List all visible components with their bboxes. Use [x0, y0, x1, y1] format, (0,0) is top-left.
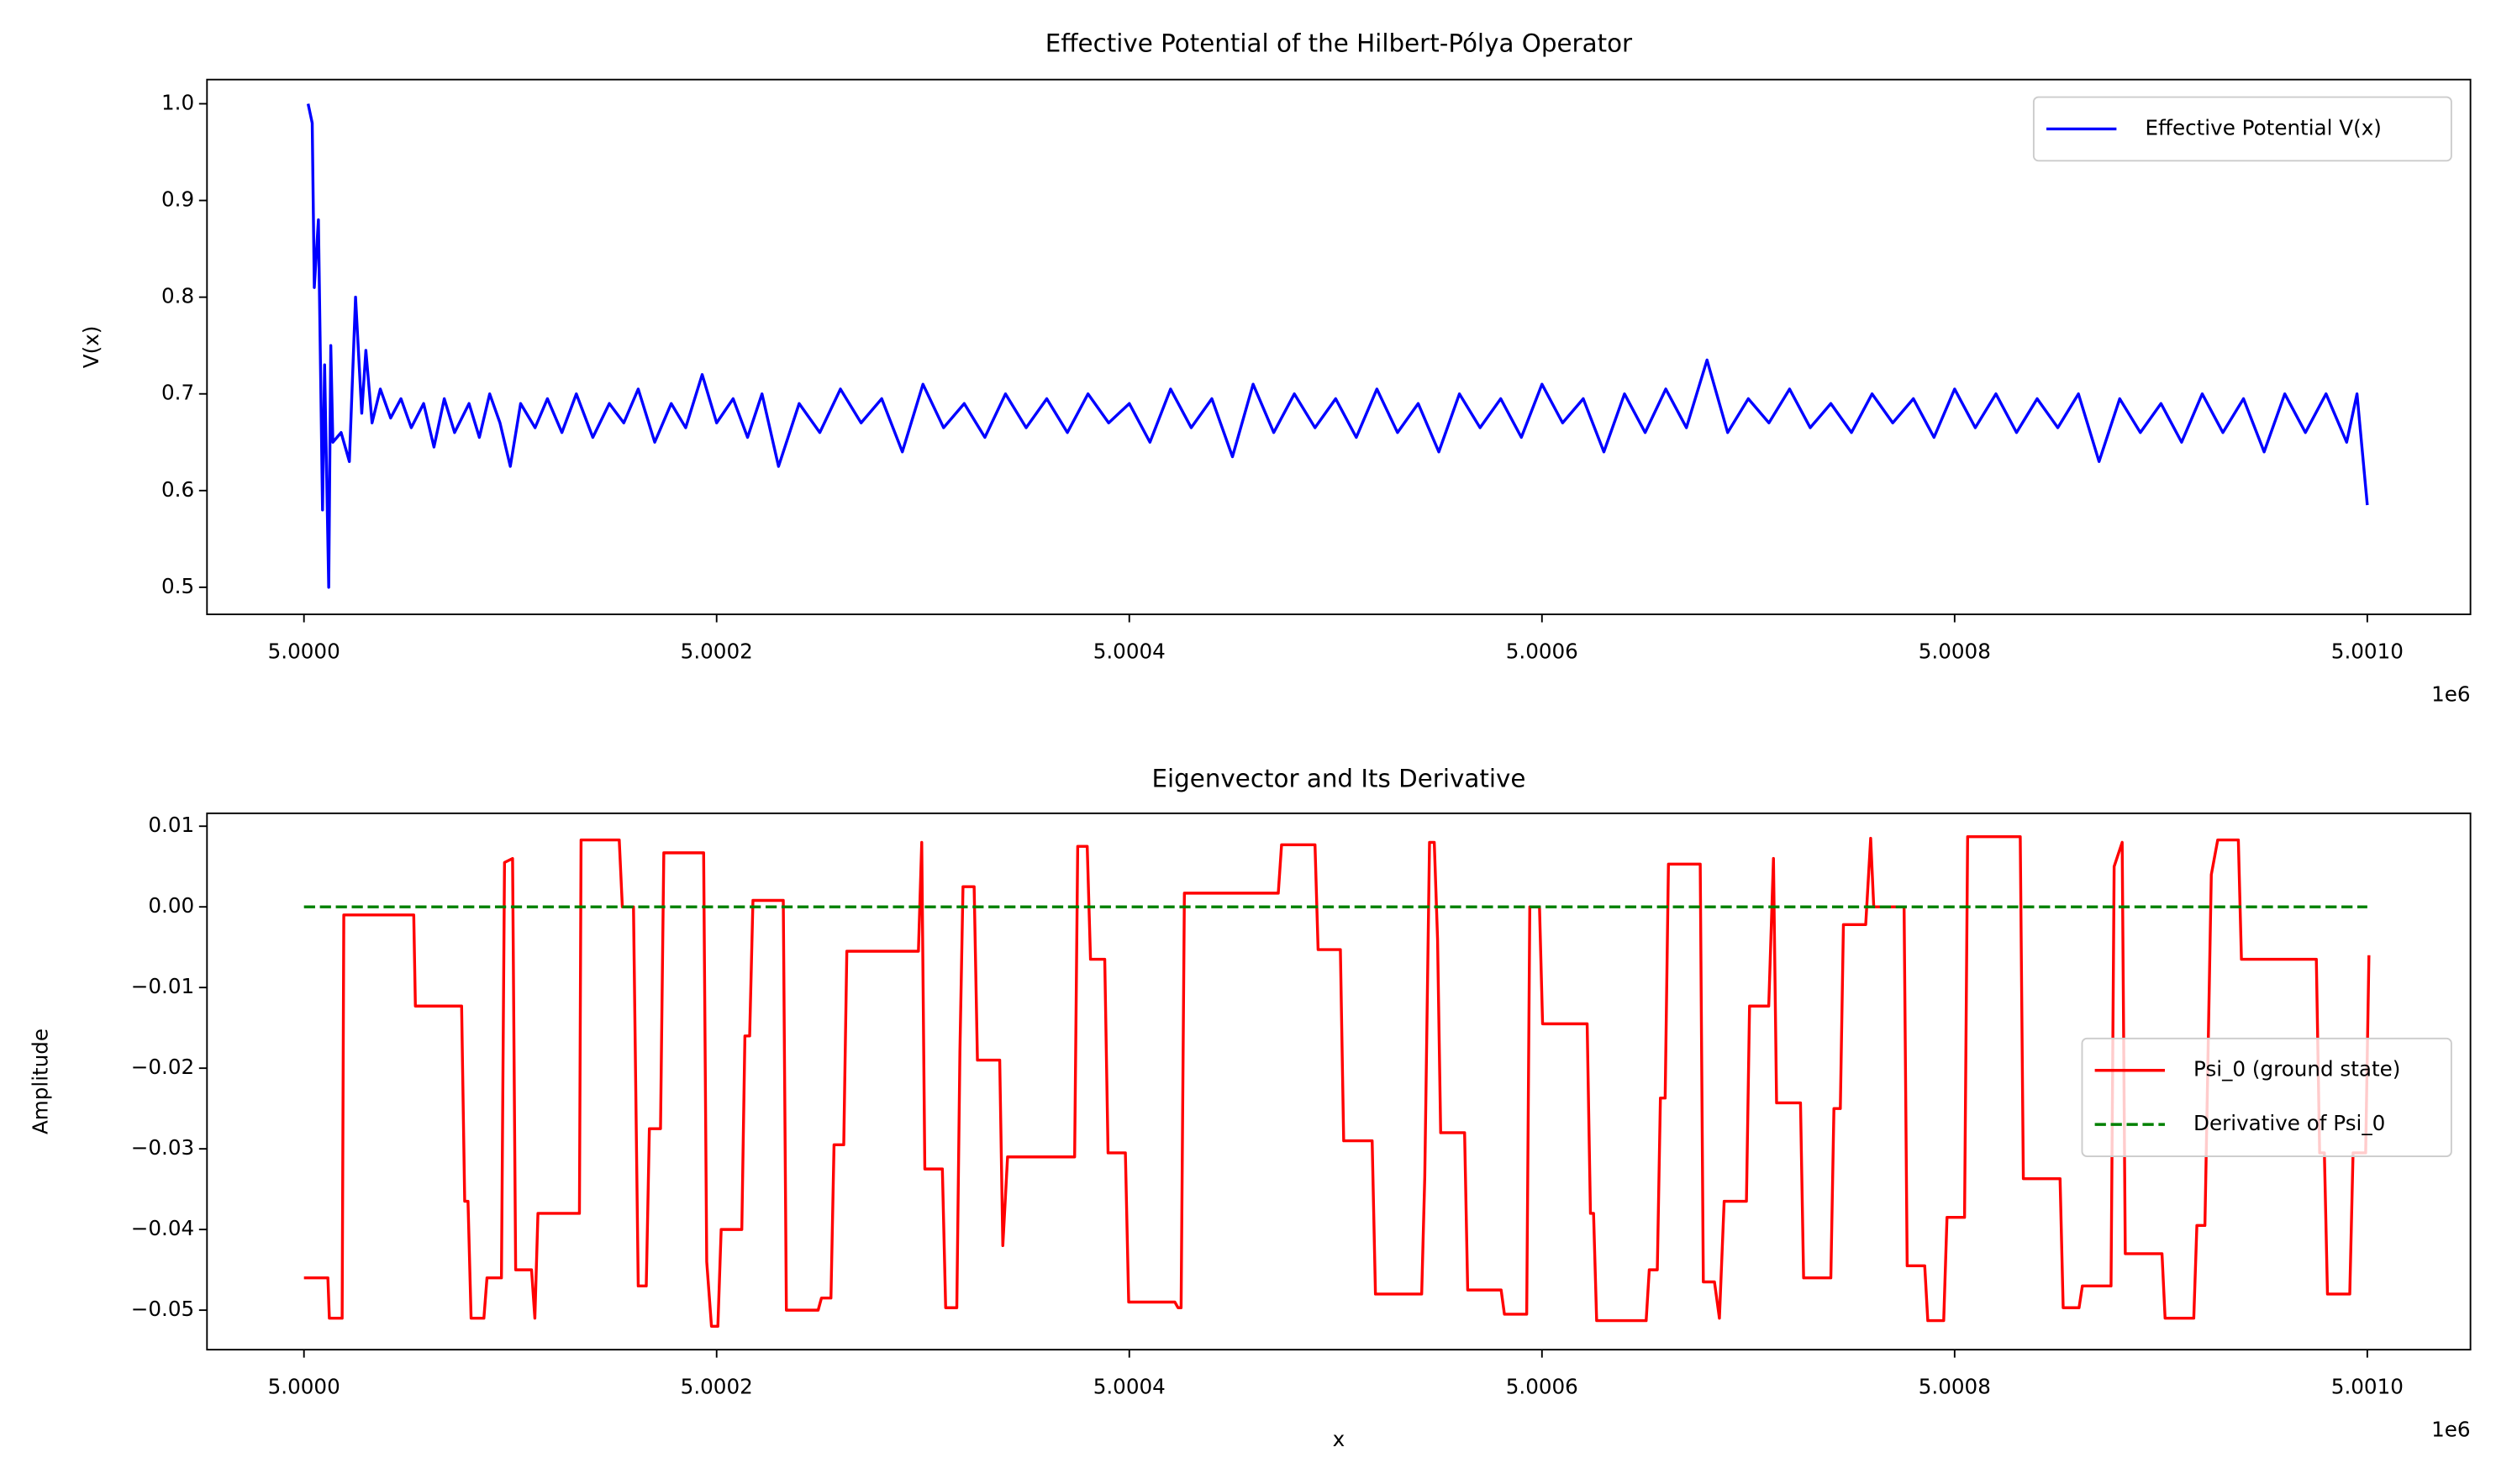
y-tick-label: −0.01 — [131, 974, 194, 998]
y-tick-label: −0.03 — [131, 1135, 194, 1160]
legend-box — [2032, 96, 2452, 162]
y-tick-label: 1.0 — [161, 90, 194, 114]
data-line — [306, 103, 2369, 589]
y-tick-label: 0.5 — [161, 574, 194, 598]
data-line — [303, 834, 2371, 1329]
y-axis-label: Amplitude — [28, 1029, 52, 1134]
x-tick-label: 5.0010 — [2331, 1375, 2404, 1399]
y-axis-label: V(x) — [79, 326, 103, 369]
y-tick-label: 0.00 — [148, 893, 194, 918]
y-tick-label: −0.04 — [131, 1216, 194, 1240]
x-tick-label: 5.0008 — [1919, 639, 1991, 664]
x-offset-label: 1e6 — [2431, 1418, 2470, 1442]
x-tick-label: 5.0002 — [681, 639, 753, 664]
y-tick-label: 0.9 — [161, 187, 194, 212]
x-tick-label: 5.0006 — [1506, 639, 1578, 664]
y-tick-label: −0.02 — [131, 1055, 194, 1079]
y-tick-label: 0.7 — [161, 381, 194, 405]
x-axis-label: x — [1333, 1427, 1345, 1451]
axes-frame — [206, 812, 2472, 1351]
chart-title: Effective Potential of the Hilbert-Pólya… — [1045, 29, 1633, 58]
y-tick-label: 0.8 — [161, 284, 194, 308]
y-tick-label: 0.6 — [161, 477, 194, 502]
y-tick-label: −0.05 — [131, 1297, 194, 1321]
x-tick-label: 5.0004 — [1093, 1375, 1166, 1399]
legend-label: Effective Potential V(x) — [2145, 115, 2381, 139]
axes-frame — [206, 78, 2472, 616]
chart-title: Eigenvector and Its Derivative — [1151, 765, 1525, 793]
y-tick-label: 0.01 — [148, 813, 194, 837]
x-tick-label: 5.0010 — [2331, 639, 2404, 664]
legend-label: Psi_0 (ground state) — [2193, 1057, 2400, 1081]
x-offset-label: 1e6 — [2431, 682, 2470, 707]
legend-box — [2081, 1037, 2452, 1157]
x-tick-label: 5.0000 — [268, 639, 340, 664]
x-tick-label: 5.0008 — [1919, 1375, 1991, 1399]
x-tick-label: 5.0004 — [1093, 639, 1166, 664]
legend-label: Derivative of Psi_0 — [2193, 1111, 2385, 1135]
x-tick-label: 5.0002 — [681, 1375, 753, 1399]
x-tick-label: 5.0000 — [268, 1375, 340, 1399]
x-tick-label: 5.0006 — [1506, 1375, 1578, 1399]
